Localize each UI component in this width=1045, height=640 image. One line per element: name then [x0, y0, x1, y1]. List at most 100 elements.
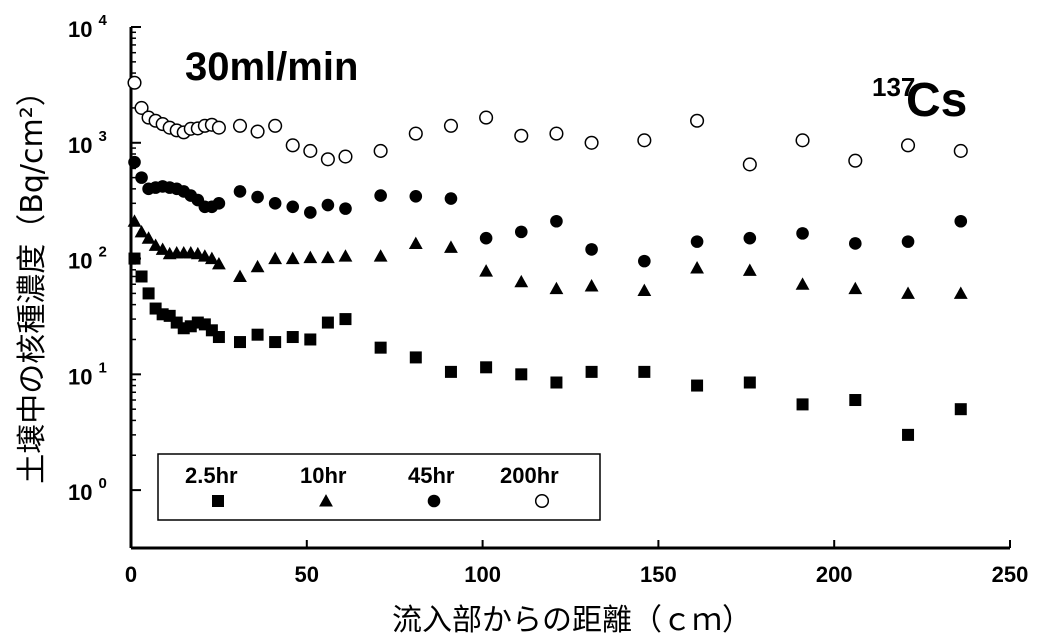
data-point: [321, 198, 335, 212]
x-tick-label: 250: [992, 562, 1029, 587]
data-point: [550, 376, 563, 389]
x-tick-label: 0: [125, 562, 137, 587]
isotope-mass-number: 137: [872, 72, 915, 102]
data-point: [269, 336, 282, 349]
data-point: [848, 237, 862, 250]
data-point: [902, 428, 915, 441]
series-10hr: [127, 214, 968, 299]
data-point: [848, 153, 863, 168]
data-point: [285, 251, 300, 265]
legend-box: [157, 453, 601, 521]
data-point: [304, 333, 317, 346]
data-point: [320, 250, 335, 264]
data-point: [128, 252, 141, 265]
data-point: [443, 118, 459, 133]
data-point: [743, 231, 757, 245]
data-point: [251, 328, 264, 341]
data-point: [338, 149, 353, 164]
data-point: [408, 236, 423, 249]
data-point: [286, 200, 300, 214]
data-point: [743, 376, 756, 389]
y-tick-label: 10 2: [68, 244, 107, 274]
data-point: [444, 192, 458, 205]
data-point: [637, 283, 652, 296]
legend-marker: [427, 494, 441, 508]
data-point: [444, 365, 457, 378]
data-point: [135, 171, 148, 184]
data-point: [233, 185, 247, 198]
data-point: [268, 251, 283, 265]
x-tick-label: 150: [640, 562, 677, 587]
data-point: [795, 133, 810, 148]
data-point: [742, 157, 757, 172]
data-point: [515, 368, 528, 381]
legend-label: 45hr: [408, 463, 455, 488]
data-point: [514, 128, 529, 143]
y-tick-label: 10 4: [68, 12, 107, 42]
x-tick-label: 50: [295, 562, 319, 587]
data-point: [212, 197, 226, 210]
data-point: [479, 231, 493, 245]
data-point: [444, 240, 458, 253]
x-tick-label: 200: [816, 562, 853, 587]
data-point: [550, 214, 563, 228]
data-point: [135, 270, 148, 283]
data-point: [480, 361, 493, 374]
data-point: [691, 379, 704, 392]
data-point: [549, 126, 564, 141]
data-point: [409, 351, 422, 364]
data-point: [233, 336, 246, 349]
data-point: [953, 286, 968, 299]
data-point: [479, 110, 494, 125]
data-point: [584, 135, 599, 150]
series-2-5hr: [128, 252, 967, 441]
data-point: [795, 277, 810, 290]
legend-label: 10hr: [300, 463, 347, 488]
data-point: [514, 225, 528, 239]
legend-marker: [212, 495, 224, 507]
legend-label: 200hr: [500, 463, 559, 488]
data-point: [409, 189, 423, 203]
data-point: [584, 279, 599, 292]
data-point: [141, 231, 156, 244]
data-point: [796, 227, 809, 240]
data-point: [212, 331, 225, 344]
data-point: [901, 286, 915, 299]
x-axis-ticks: 0 50 100 150 200 250: [125, 540, 1028, 587]
data-point: [373, 249, 388, 262]
data-point: [127, 75, 142, 90]
data-point: [204, 251, 219, 265]
data-point: [796, 398, 809, 411]
data-point: [637, 133, 652, 148]
chart-title: 30ml/min: [185, 45, 358, 89]
data-point: [690, 261, 704, 274]
data-point: [901, 235, 915, 248]
data-point: [128, 155, 141, 169]
data-point: [268, 118, 283, 133]
data-point: [954, 214, 968, 228]
data-point: [134, 224, 149, 238]
data-point: [320, 152, 335, 167]
data-point: [479, 264, 494, 277]
data-point: [148, 238, 163, 251]
x-axis-title: 流入部からの距離（ｃｍ）: [392, 603, 752, 638]
data-point: [304, 206, 317, 219]
data-point: [742, 263, 757, 276]
data-point: [321, 316, 334, 329]
data-point: [954, 403, 967, 416]
data-point: [211, 120, 226, 135]
data-points: [127, 75, 968, 441]
data-point: [134, 100, 149, 115]
data-point: [339, 313, 352, 326]
data-point: [585, 365, 598, 378]
data-point: [250, 259, 265, 273]
legend-label: 2.5hr: [185, 463, 238, 488]
data-point: [233, 269, 247, 283]
data-point: [127, 214, 142, 227]
data-point: [900, 138, 916, 153]
data-point: [155, 242, 170, 255]
data-point: [142, 287, 155, 300]
data-point: [953, 143, 968, 158]
y-tick-label: 10 0: [68, 475, 107, 505]
